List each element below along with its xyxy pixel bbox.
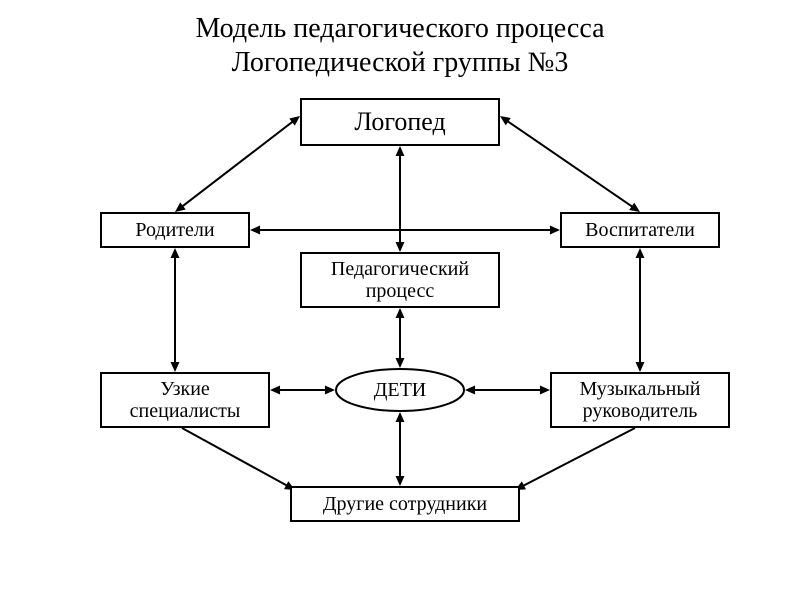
node-educators-label: Воспитатели [585,219,695,241]
node-parents-label: Родители [135,219,214,241]
node-children-label: ДЕТИ [374,379,427,401]
node-music-label: Музыкальныйруководитель [579,378,700,422]
node-process: Педагогическийпроцесс [300,252,500,308]
node-children: ДЕТИ [335,368,465,412]
node-narrow: Узкиеспециалисты [100,372,270,428]
node-parents: Родители [100,212,250,248]
title-line-2: Логопедической группы №3 [232,47,569,78]
node-logoped: Логопед [300,98,500,146]
node-logoped-label: Логопед [354,108,445,137]
node-others: Другие сотрудники [290,486,520,522]
diagram-stage: Модель педагогического процесса Логопеди… [0,0,800,600]
diagram-title: Модель педагогического процесса Логопеди… [0,12,800,79]
node-music: Музыкальныйруководитель [550,372,730,428]
node-narrow-label: Узкиеспециалисты [130,378,241,422]
node-process-label: Педагогическийпроцесс [331,258,469,302]
node-educators: Воспитатели [560,212,720,248]
node-others-label: Другие сотрудники [323,493,487,515]
title-line-1: Модель педагогического процесса [195,13,604,44]
